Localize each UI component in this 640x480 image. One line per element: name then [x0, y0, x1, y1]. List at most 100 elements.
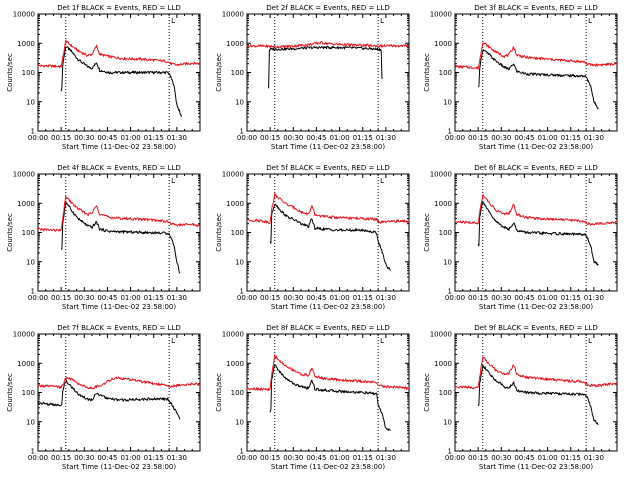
x-tick-label: 01:30: [376, 294, 396, 302]
attenuator-marker-label: L: [588, 177, 592, 185]
y-tick-label: 1: [31, 448, 35, 456]
attenuator-marker-label: L: [588, 337, 592, 345]
x-tick-label: 01:00: [120, 294, 140, 302]
x-tick-label: 01:30: [584, 454, 604, 462]
x-tick-label: 00:00: [28, 454, 48, 462]
y-tick-label: 10: [443, 98, 452, 106]
events-series-line: [477, 365, 599, 426]
y-tick-label: 1000: [434, 40, 452, 48]
x-tick-label: 01:00: [537, 454, 557, 462]
x-tick-label: 01:15: [353, 454, 373, 462]
y-axis-label: Counts/sec: [215, 213, 223, 252]
x-axis-label: Start Time (11-Dec-02 23:58:00): [271, 143, 385, 151]
y-axis-label: Counts/sec: [6, 53, 14, 92]
x-tick-label: 01:15: [561, 134, 581, 142]
x-tick-label: 00:15: [51, 134, 71, 142]
x-tick-label: 00:45: [514, 294, 534, 302]
lld-series-line: [37, 195, 201, 232]
x-tick-label: 00:00: [237, 454, 257, 462]
y-axis-label: Counts/sec: [6, 213, 14, 252]
attenuator-marker-label: L: [588, 17, 592, 25]
x-tick-label: 00:00: [237, 294, 257, 302]
x-axis-label: Start Time (11-Dec-02 23:58:00): [271, 463, 385, 471]
y-tick-label: 1: [31, 128, 35, 136]
x-tick-label: 01:15: [561, 454, 581, 462]
y-tick-label: 1000: [226, 360, 244, 368]
y-tick-label: 10000: [430, 171, 452, 179]
x-tick-label: 00:15: [260, 134, 280, 142]
x-tick-label: 01:00: [329, 134, 349, 142]
y-tick-label: 100: [231, 69, 244, 77]
x-tick-label: 00:30: [74, 454, 94, 462]
x-tick-label: 00:15: [260, 294, 280, 302]
y-tick-label: 100: [439, 229, 452, 237]
x-tick-label: 01:15: [561, 294, 581, 302]
attenuator-marker-label: L: [380, 337, 384, 345]
lld-series-line: [454, 42, 618, 70]
x-tick-label: 00:15: [468, 454, 488, 462]
lld-series-line: [246, 41, 410, 49]
events-series-line: [269, 203, 391, 271]
panel-title: Det 4f BLACK = Events, RED = LLD: [57, 164, 180, 172]
x-tick-label: 01:30: [167, 454, 187, 462]
lld-series-line: [246, 354, 410, 391]
events-series-line: [37, 379, 181, 420]
attenuator-marker-label: L: [171, 177, 175, 185]
y-tick-label: 1: [240, 288, 244, 296]
x-tick-label: 00:15: [468, 134, 488, 142]
y-tick-label: 10000: [222, 11, 244, 19]
y-tick-label: 10: [235, 98, 244, 106]
panel-det-2: Det 2f BLACK = Events, RED = LLD 00:00 00:…: [215, 4, 410, 151]
x-tick-label: 00:30: [74, 294, 94, 302]
x-tick-label: 00:45: [514, 134, 534, 142]
y-axis-label: Counts/sec: [423, 213, 431, 252]
x-tick-label: 01:00: [120, 454, 140, 462]
x-axis-label: Start Time (11-Dec-02 23:58:00): [271, 303, 385, 311]
x-tick-label: 00:45: [306, 454, 326, 462]
y-tick-label: 100: [231, 229, 244, 237]
x-tick-label: 00:30: [491, 294, 511, 302]
x-tick-label: 01:00: [329, 294, 349, 302]
events-series-line: [60, 46, 182, 118]
y-tick-label: 1000: [17, 200, 35, 208]
lld-series-line: [37, 39, 201, 68]
x-tick-label: 01:00: [120, 134, 140, 142]
y-tick-label: 10: [235, 258, 244, 266]
x-tick-label: 00:45: [97, 134, 117, 142]
x-tick-label: 00:45: [306, 294, 326, 302]
x-tick-label: 00:15: [51, 454, 71, 462]
x-tick-label: 00:30: [491, 454, 511, 462]
y-tick-label: 10000: [430, 331, 452, 339]
y-tick-label: 10000: [13, 171, 35, 179]
y-tick-label: 10: [443, 418, 452, 426]
y-tick-label: 10000: [222, 171, 244, 179]
x-tick-label: 00:00: [237, 134, 257, 142]
lld-series-line: [454, 356, 618, 390]
events-series-line: [268, 45, 383, 89]
attenuator-marker-label: L: [171, 17, 175, 25]
attenuator-marker-label: L: [380, 17, 384, 25]
y-tick-label: 1000: [434, 360, 452, 368]
y-tick-label: 10000: [430, 11, 452, 19]
attenuator-marker-label: L: [171, 337, 175, 345]
x-tick-label: 01:30: [376, 134, 396, 142]
panel-title: Det 3f BLACK = Events, RED = LLD: [474, 4, 597, 12]
x-tick-label: 01:00: [537, 134, 557, 142]
y-tick-label: 100: [439, 389, 452, 397]
y-tick-label: 1: [240, 448, 244, 456]
x-tick-label: 00:00: [28, 294, 48, 302]
panel-title: Det 2f BLACK = Events, RED = LLD: [266, 4, 389, 12]
events-series-line: [477, 49, 599, 110]
y-tick-label: 1000: [226, 200, 244, 208]
y-axis-label: Counts/sec: [215, 373, 223, 412]
y-tick-label: 10000: [13, 331, 35, 339]
y-tick-label: 1000: [17, 40, 35, 48]
y-tick-label: 1: [448, 288, 452, 296]
y-tick-label: 100: [439, 69, 452, 77]
